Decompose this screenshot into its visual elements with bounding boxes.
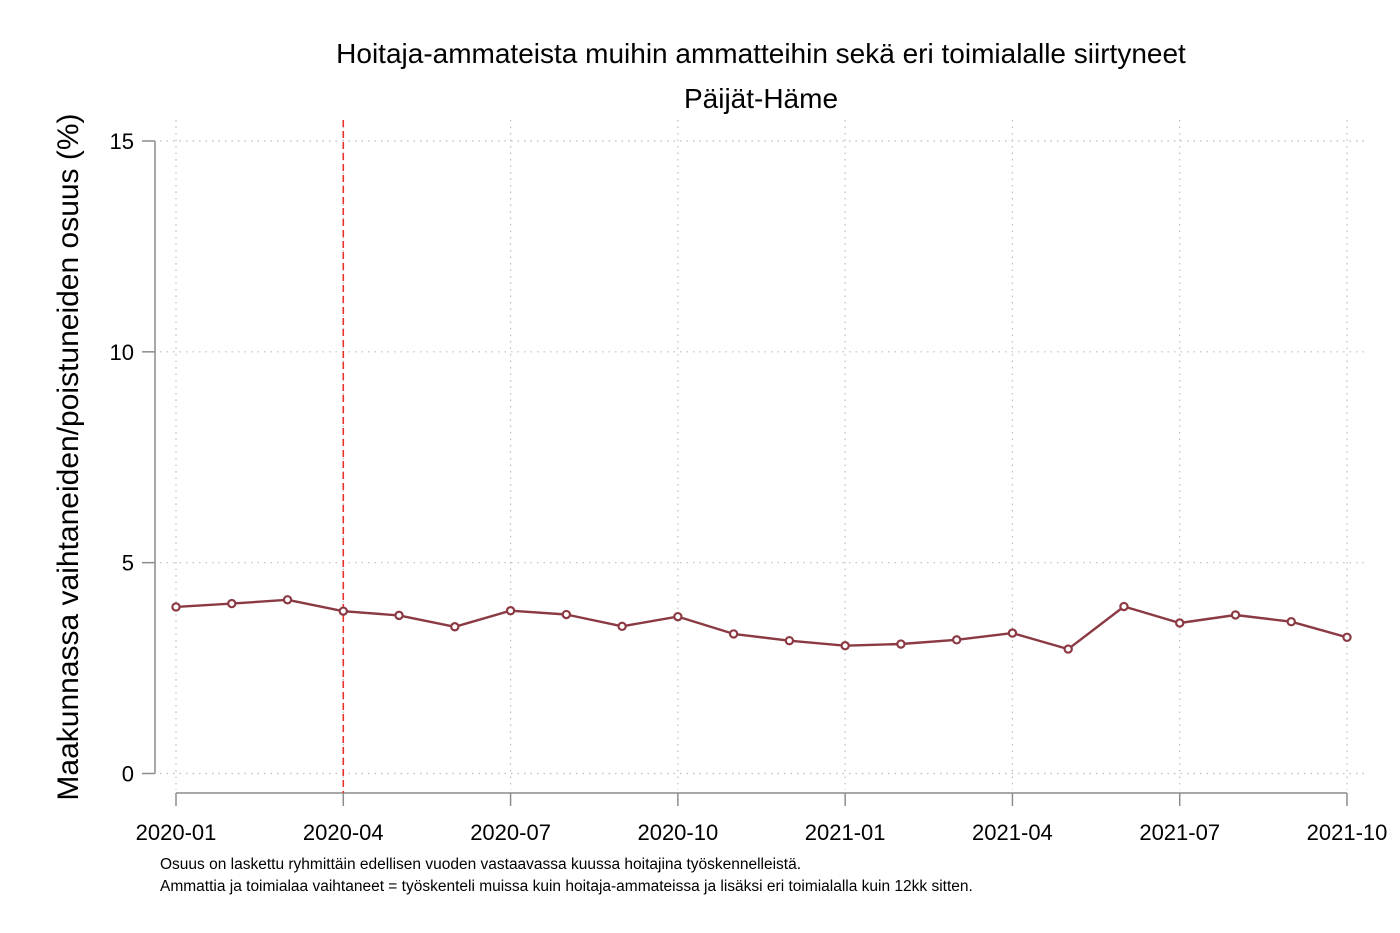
data-point [282,595,293,605]
data-point [1175,618,1185,628]
y-tick-label: 0 [122,762,134,787]
data-point [338,606,348,616]
x-tick-label: 2020-10 [637,820,718,845]
data-point [840,641,850,651]
data-point [951,635,962,645]
data-point [896,639,906,649]
data-point [1007,628,1018,638]
chart-subtitle: Päijät-Häme [684,83,838,114]
data-point [171,602,181,612]
x-tick-label: 2021-04 [972,820,1053,845]
grid [160,120,1365,790]
series [171,595,1352,654]
data-point [1119,601,1129,612]
data-point [1342,632,1352,643]
data-point [617,621,627,632]
x-tick-label: 2020-01 [136,820,217,845]
data-point [505,606,516,616]
y-tick-label: 10 [110,340,134,365]
series-line [175,598,1348,651]
note-line-1: Osuus on laskettu ryhmittäin edellisen v… [160,856,801,873]
x-tick-label: 2020-07 [470,820,551,845]
data-point [450,622,460,632]
data-point [673,611,683,622]
data-point [1230,610,1241,620]
note-line-2: Ammattia ja toimialaa vaihtaneet = työsk… [160,878,973,895]
data-point [561,609,572,620]
y-tick-label: 15 [110,129,134,154]
data-point [227,598,237,609]
chart-title: Hoitaja-ammateista muihin ammatteihin se… [336,38,1186,69]
data-point [1063,644,1073,654]
x-tick-label: 2021-01 [805,820,886,845]
x-tick-label: 2021-07 [1139,820,1220,845]
y-axis-label: Maakunnassa vaihtaneiden/poistuneiden os… [52,113,85,800]
data-point [1286,617,1296,627]
data-point [394,610,404,621]
x-tick-label: 2021-10 [1307,820,1388,845]
data-point [728,629,739,639]
y-tick-label: 5 [122,551,134,576]
axes: 0 5 10 15 2020-01 2020-04 2020-07 2020-10 2021-0… [110,129,1388,845]
x-tick-label: 2020-04 [303,820,384,845]
data-point [784,635,795,646]
